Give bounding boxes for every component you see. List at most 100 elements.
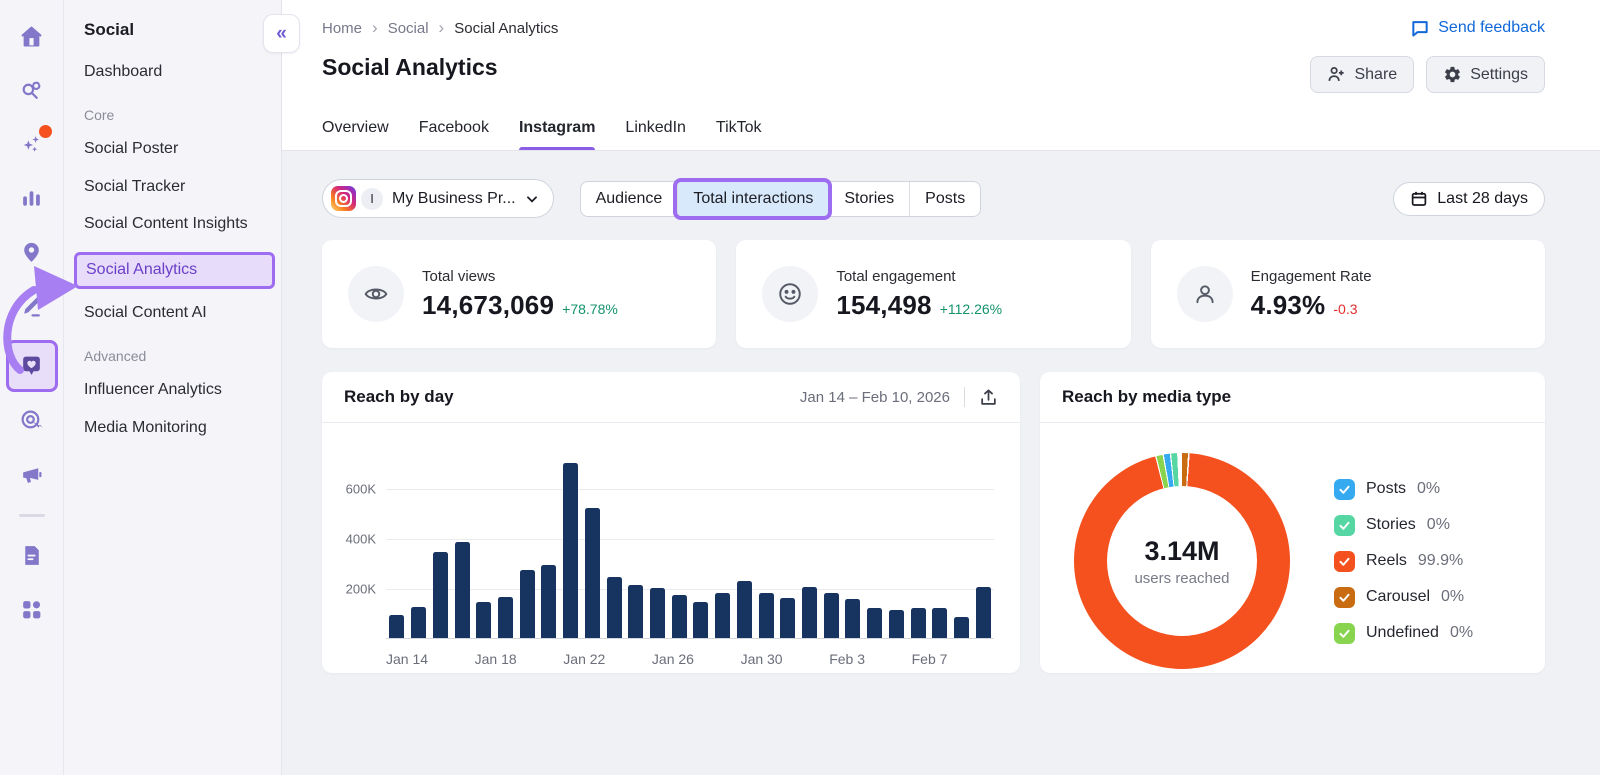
chevron-down-icon bbox=[526, 195, 537, 203]
bar-jan-16[interactable] bbox=[432, 552, 448, 638]
main-area: Home › Social › Social Analytics Send feedba… bbox=[282, 0, 1600, 775]
x-axis-tick bbox=[963, 651, 979, 667]
reach-by-day-card: Reach by day Jan 14 – Feb 10, 2026 bbox=[322, 372, 1020, 673]
x-axis-tick: Jan 30 bbox=[740, 651, 783, 667]
bar-jan-17[interactable] bbox=[454, 542, 470, 638]
chart-date-range: Jan 14 – Feb 10, 2026 bbox=[799, 388, 950, 406]
checkbox-checked-icon[interactable] bbox=[1334, 622, 1355, 644]
nav-item-dashboard[interactable]: Dashboard bbox=[84, 63, 163, 80]
nav-item-influencer-analytics[interactable]: Influencer Analytics bbox=[84, 380, 222, 398]
rail-advertising-megaphone-icon[interactable] bbox=[12, 454, 52, 494]
nav-item-social-analytics[interactable]: Social Analytics bbox=[74, 252, 275, 289]
rail-home-icon[interactable] bbox=[12, 16, 52, 56]
legend-item-stories[interactable]: Stories 0% bbox=[1334, 514, 1473, 536]
bar-feb-9[interactable] bbox=[954, 617, 970, 638]
tab-linkedin[interactable]: LinkedIn bbox=[625, 119, 686, 136]
rail-traffic-target-icon[interactable] bbox=[12, 400, 52, 440]
stat-label: Total views bbox=[422, 267, 496, 285]
rail-reports-doc-icon[interactable] bbox=[12, 535, 52, 575]
icon-rail bbox=[0, 0, 64, 775]
bar-jan-26[interactable] bbox=[649, 588, 665, 638]
rail-content-pencil-icon[interactable] bbox=[12, 286, 52, 326]
bar-jan-31[interactable] bbox=[758, 593, 774, 638]
bar-jan-15[interactable] bbox=[411, 607, 427, 638]
stat-value: 4.93% bbox=[1250, 289, 1326, 320]
x-axis-tick bbox=[947, 651, 963, 667]
checkbox-checked-icon[interactable] bbox=[1334, 550, 1355, 572]
bar-jan-28[interactable] bbox=[693, 602, 709, 638]
segment-posts[interactable]: Posts bbox=[909, 181, 980, 216]
legend-label: Carousel bbox=[1366, 588, 1431, 605]
account-selector[interactable]: I My Business Pr... bbox=[322, 179, 554, 218]
sidebar-collapse-button[interactable]: « bbox=[263, 14, 300, 53]
bar-feb-6[interactable] bbox=[888, 610, 904, 638]
breadcrumb-home[interactable]: Home bbox=[322, 19, 363, 37]
legend-percent: 99.9% bbox=[1417, 552, 1464, 569]
x-axis-tick bbox=[725, 651, 741, 667]
bar-jan-24[interactable] bbox=[606, 577, 622, 638]
bar-feb-8[interactable] bbox=[932, 608, 948, 638]
bar-jan-29[interactable] bbox=[715, 593, 731, 638]
feedback-bubble-icon bbox=[1412, 21, 1428, 37]
tab-facebook[interactable]: Facebook bbox=[418, 119, 489, 136]
x-axis-tick bbox=[814, 651, 830, 667]
rail-apps-grid-icon[interactable] bbox=[12, 589, 52, 629]
bar-feb-1[interactable] bbox=[780, 598, 796, 638]
rail-keyword-research-icon[interactable] bbox=[12, 70, 52, 110]
nav-title: Social bbox=[84, 20, 135, 39]
settings-button[interactable]: Settings bbox=[1426, 56, 1545, 93]
bar-jan-14[interactable] bbox=[389, 615, 405, 638]
bar-feb-3[interactable] bbox=[823, 593, 839, 638]
nav-item-social-content-insights[interactable]: Social Content Insights bbox=[84, 215, 248, 233]
legend-item-posts[interactable]: Posts 0% bbox=[1334, 478, 1473, 500]
x-axis-tick bbox=[896, 651, 912, 667]
export-icon[interactable] bbox=[979, 388, 998, 407]
stat-delta: -0.3 bbox=[1333, 300, 1358, 317]
segment-total-interactions[interactable]: Total interactions bbox=[677, 181, 829, 216]
checkbox-checked-icon[interactable] bbox=[1334, 586, 1355, 608]
bar-jan-19[interactable] bbox=[497, 597, 513, 638]
rail-ai-sparkles-icon[interactable] bbox=[12, 124, 52, 164]
checkbox-checked-icon[interactable] bbox=[1334, 514, 1355, 536]
rail-analytics-bars-icon[interactable] bbox=[12, 178, 52, 218]
checkbox-checked-icon[interactable] bbox=[1334, 478, 1355, 500]
segment-stories[interactable]: Stories bbox=[828, 181, 909, 216]
stat-card-total-engagement: Total engagement 154,498 +112.26% bbox=[736, 240, 1131, 348]
donut-center-label: users reached bbox=[1134, 569, 1230, 587]
nav-item-social-tracker[interactable]: Social Tracker bbox=[84, 177, 186, 195]
bar-jan-30[interactable] bbox=[736, 581, 752, 638]
nav-item-social-content-ai[interactable]: Social Content AI bbox=[84, 303, 207, 321]
legend-item-undefined[interactable]: Undefined 0% bbox=[1334, 622, 1473, 644]
bar-jan-18[interactable] bbox=[476, 602, 492, 638]
avatar: I bbox=[361, 187, 383, 210]
legend-label: Stories bbox=[1366, 516, 1416, 533]
share-button[interactable]: Share bbox=[1310, 56, 1415, 93]
bar-feb-7[interactable] bbox=[910, 608, 926, 638]
tab-instagram[interactable]: Instagram bbox=[518, 119, 596, 150]
rail-social-heart-bubble-icon[interactable] bbox=[5, 340, 58, 392]
bar-jan-25[interactable] bbox=[628, 585, 644, 638]
tab-tiktok[interactable]: TikTok bbox=[715, 119, 762, 136]
bar-jan-21[interactable] bbox=[541, 565, 557, 638]
x-axis-tick bbox=[532, 651, 548, 667]
bar-jan-23[interactable] bbox=[584, 508, 600, 638]
date-range-button[interactable]: Last 28 days bbox=[1393, 181, 1545, 216]
bar-feb-5[interactable] bbox=[867, 608, 883, 638]
breadcrumb-social[interactable]: Social bbox=[387, 19, 429, 37]
bar-jan-20[interactable] bbox=[519, 570, 535, 638]
rail-local-pin-icon[interactable] bbox=[12, 232, 52, 272]
legend-item-reels[interactable]: Reels 99.9% bbox=[1334, 550, 1473, 572]
segment-audience[interactable]: Audience bbox=[595, 189, 663, 207]
bar-jan-27[interactable] bbox=[671, 595, 687, 638]
bar-jan-22[interactable] bbox=[563, 463, 579, 638]
bar-feb-4[interactable] bbox=[845, 599, 861, 638]
bar-feb-2[interactable] bbox=[802, 587, 818, 638]
tab-overview[interactable]: Overview bbox=[322, 119, 389, 136]
bar-feb-10[interactable] bbox=[975, 587, 991, 638]
legend-item-carousel[interactable]: Carousel 0% bbox=[1334, 586, 1473, 608]
send-feedback-link[interactable]: Send feedback bbox=[1410, 18, 1545, 38]
nav-item-social-poster[interactable]: Social Poster bbox=[84, 139, 179, 157]
metric-segmented-control: Audience Total interactions Stories Posts bbox=[579, 180, 982, 217]
nav-item-media-monitoring[interactable]: Media Monitoring bbox=[84, 418, 207, 436]
